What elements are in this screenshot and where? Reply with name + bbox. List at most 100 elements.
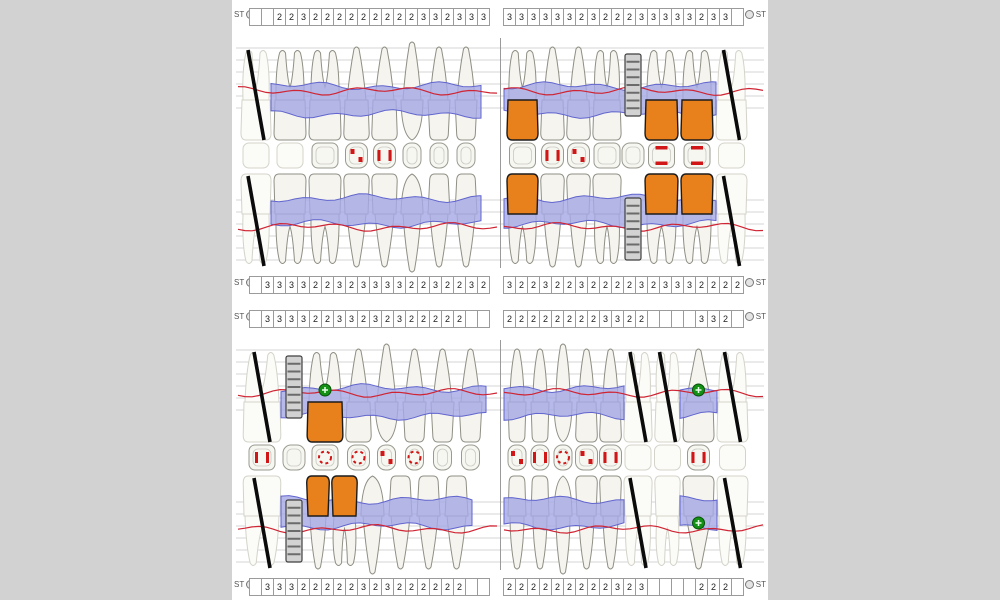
crown-restoration[interactable] bbox=[306, 401, 344, 443]
periodontal-pocket-band bbox=[270, 81, 482, 119]
occlusal-surface[interactable] bbox=[311, 444, 339, 471]
probing-depth-value[interactable]: 2 bbox=[527, 310, 540, 328]
implant-marker-icon[interactable] bbox=[692, 516, 705, 530]
mandibular-teeth-canvas[interactable] bbox=[232, 330, 768, 576]
occlusal-surface[interactable] bbox=[593, 142, 621, 169]
crown-restoration[interactable] bbox=[306, 475, 330, 517]
tooth[interactable] bbox=[332, 515, 357, 566]
occlusal-surface[interactable] bbox=[276, 142, 304, 169]
probing-depth-value[interactable]: 2 bbox=[441, 310, 454, 328]
occlusal-surface[interactable] bbox=[345, 142, 368, 169]
probing-depth-value[interactable] bbox=[731, 8, 744, 26]
occlusal-surface[interactable] bbox=[687, 444, 710, 471]
occlusal-surface[interactable] bbox=[429, 142, 449, 169]
gingival-margin-line bbox=[237, 388, 498, 398]
occlusal-surface[interactable] bbox=[575, 444, 598, 471]
probing-depth-value[interactable]: 2 bbox=[515, 310, 528, 328]
probing-depth-value[interactable] bbox=[477, 310, 490, 328]
occlusal-surface[interactable] bbox=[402, 142, 422, 169]
probing-depth-value[interactable]: 2 bbox=[587, 578, 600, 596]
probing-depth-value[interactable]: 3 bbox=[611, 578, 624, 596]
probing-depth-value[interactable]: 2 bbox=[707, 578, 720, 596]
occlusal-surface[interactable] bbox=[530, 444, 550, 471]
annotations bbox=[628, 351, 743, 443]
crown-restoration[interactable] bbox=[680, 99, 714, 141]
occlusal-surface[interactable] bbox=[621, 142, 645, 169]
crown-restoration[interactable] bbox=[506, 173, 539, 215]
crown-restoration[interactable] bbox=[331, 475, 358, 517]
probing-depth-value[interactable] bbox=[477, 578, 490, 596]
implant-icon[interactable] bbox=[285, 499, 303, 563]
st-toggle[interactable]: ST bbox=[744, 278, 766, 287]
occlusal-surface[interactable] bbox=[509, 142, 536, 169]
probing-depth-value[interactable]: 2 bbox=[731, 276, 744, 294]
crown-restoration[interactable] bbox=[506, 99, 539, 141]
occlusal-surface[interactable] bbox=[507, 444, 527, 471]
occlusal-surface[interactable] bbox=[405, 444, 424, 471]
probing-depth-value[interactable]: 3 bbox=[551, 8, 564, 26]
probing-depth-value[interactable] bbox=[731, 578, 744, 596]
probing-depth-value[interactable]: 2 bbox=[477, 276, 490, 294]
probing-depth-value[interactable]: 2 bbox=[575, 310, 588, 328]
occlusal-surface[interactable] bbox=[461, 444, 480, 471]
periodontal-pocket-band bbox=[679, 495, 718, 531]
occlusal-surface[interactable] bbox=[456, 142, 476, 169]
crown-restoration[interactable] bbox=[644, 173, 679, 215]
annotations bbox=[246, 175, 266, 267]
probing-depth-value[interactable]: 3 bbox=[587, 8, 600, 26]
crown-restoration[interactable] bbox=[680, 173, 714, 215]
probing-depth-value[interactable]: 3 bbox=[659, 276, 672, 294]
probing-depth-value[interactable]: 3 bbox=[381, 276, 394, 294]
probing-depth-value[interactable]: 3 bbox=[345, 310, 358, 328]
probing-depth-value[interactable]: 2 bbox=[345, 276, 358, 294]
probing-depth-value[interactable]: 2 bbox=[623, 310, 636, 328]
occlusal-surface[interactable] bbox=[248, 444, 276, 471]
st-status-icon bbox=[744, 312, 754, 321]
occlusal-surface[interactable] bbox=[311, 142, 339, 169]
maxillary-teeth-canvas[interactable] bbox=[232, 28, 768, 274]
occlusal-surface[interactable] bbox=[718, 142, 745, 169]
implant-marker-icon[interactable] bbox=[318, 383, 332, 397]
implant-icon[interactable] bbox=[624, 53, 642, 117]
probing-depth-value[interactable]: 2 bbox=[551, 578, 564, 596]
probing-depth-value[interactable]: 2 bbox=[405, 578, 418, 596]
occlusal-surface[interactable] bbox=[599, 444, 622, 471]
st-toggle[interactable]: ST bbox=[744, 580, 766, 589]
probing-depth-value[interactable]: 2 bbox=[623, 276, 636, 294]
occlusal-surface[interactable] bbox=[373, 142, 396, 169]
implant-icon[interactable] bbox=[624, 197, 642, 261]
occlusal-surface[interactable] bbox=[282, 444, 306, 471]
occlusal-surface[interactable] bbox=[567, 142, 590, 169]
missing-tooth-slash bbox=[722, 477, 743, 569]
occlusal-surface[interactable] bbox=[654, 444, 681, 471]
occlusal-surface[interactable] bbox=[624, 444, 652, 471]
st-toggle[interactable]: ST bbox=[744, 312, 766, 321]
st-status-icon bbox=[744, 580, 754, 589]
st-label: ST bbox=[234, 10, 245, 19]
occlusal-surface[interactable] bbox=[553, 444, 573, 471]
tooth[interactable] bbox=[654, 475, 681, 566]
probing-depth-value[interactable]: 3 bbox=[429, 276, 442, 294]
occlusal-surface[interactable] bbox=[433, 444, 452, 471]
annotations bbox=[628, 477, 743, 569]
probing-depth-value[interactable]: 2 bbox=[453, 578, 466, 596]
probing-depth-value[interactable]: 3 bbox=[297, 310, 310, 328]
crown-restoration[interactable] bbox=[644, 99, 679, 141]
probing-depth-value[interactable] bbox=[731, 310, 744, 328]
occlusal-surface[interactable] bbox=[648, 142, 675, 169]
st-status-icon bbox=[744, 10, 754, 19]
occlusal-surface[interactable] bbox=[541, 142, 564, 169]
missing-tooth-slash bbox=[721, 175, 742, 267]
probing-depth-value[interactable]: 3 bbox=[261, 276, 274, 294]
implant-marker-icon[interactable] bbox=[692, 383, 705, 397]
st-toggle[interactable]: ST bbox=[744, 10, 766, 19]
occlusal-surface[interactable] bbox=[377, 444, 396, 471]
occlusal-surface[interactable] bbox=[719, 444, 746, 471]
occlusal-surface[interactable] bbox=[347, 444, 370, 471]
probing-depth-value[interactable]: 3 bbox=[477, 8, 490, 26]
occlusal-surface[interactable] bbox=[242, 142, 270, 169]
occlusal-surface[interactable] bbox=[683, 142, 711, 169]
implant-icon[interactable] bbox=[285, 355, 303, 419]
